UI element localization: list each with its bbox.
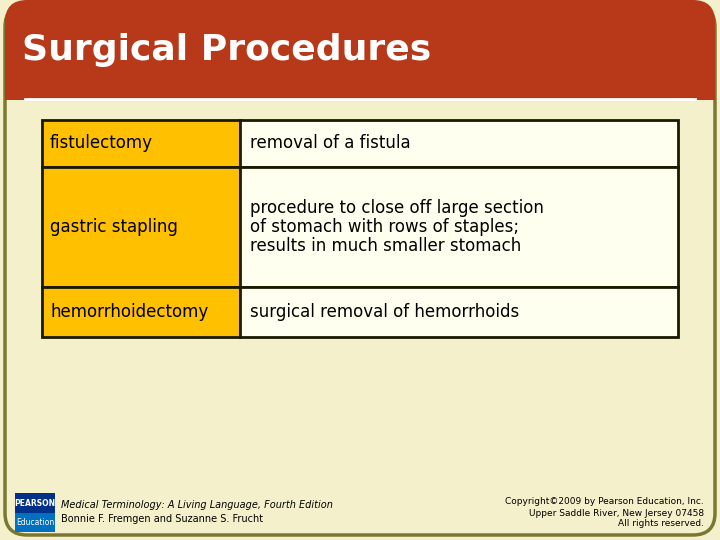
- Bar: [5, 78, 715, 100]
- Text: PEARSON: PEARSON: [14, 498, 55, 508]
- Text: removal of a fistula: removal of a fistula: [250, 134, 410, 152]
- Text: Copyright©2009 by Pearson Education, Inc.: Copyright©2009 by Pearson Education, Inc…: [505, 497, 704, 507]
- Bar: [240, 287, 678, 337]
- Bar: [240, 167, 678, 287]
- Text: procedure to close off large section: procedure to close off large section: [250, 199, 544, 217]
- FancyBboxPatch shape: [5, 0, 715, 100]
- Text: fistulectomy: fistulectomy: [50, 134, 153, 152]
- Bar: [15, 493, 55, 513]
- Text: Bonnie F. Fremgen and Suzanne S. Frucht: Bonnie F. Fremgen and Suzanne S. Frucht: [61, 514, 263, 524]
- Bar: [42, 120, 240, 167]
- Text: Surgical Procedures: Surgical Procedures: [22, 33, 431, 67]
- Text: of stomach with rows of staples;: of stomach with rows of staples;: [250, 218, 519, 236]
- Text: hemorrhoidectomy: hemorrhoidectomy: [50, 303, 208, 321]
- Text: Medical Terminology: A Living Language, Fourth Edition: Medical Terminology: A Living Language, …: [61, 500, 333, 510]
- Text: Education: Education: [16, 518, 54, 527]
- Bar: [15, 513, 55, 532]
- Text: Upper Saddle River, New Jersey 07458: Upper Saddle River, New Jersey 07458: [529, 509, 704, 517]
- Text: gastric stapling: gastric stapling: [50, 218, 178, 236]
- Text: surgical removal of hemorrhoids: surgical removal of hemorrhoids: [250, 303, 519, 321]
- Bar: [42, 287, 240, 337]
- Bar: [42, 167, 240, 287]
- Text: All rights reserved.: All rights reserved.: [618, 519, 704, 529]
- Bar: [240, 120, 678, 167]
- Text: results in much smaller stomach: results in much smaller stomach: [250, 237, 521, 255]
- FancyBboxPatch shape: [5, 5, 715, 535]
